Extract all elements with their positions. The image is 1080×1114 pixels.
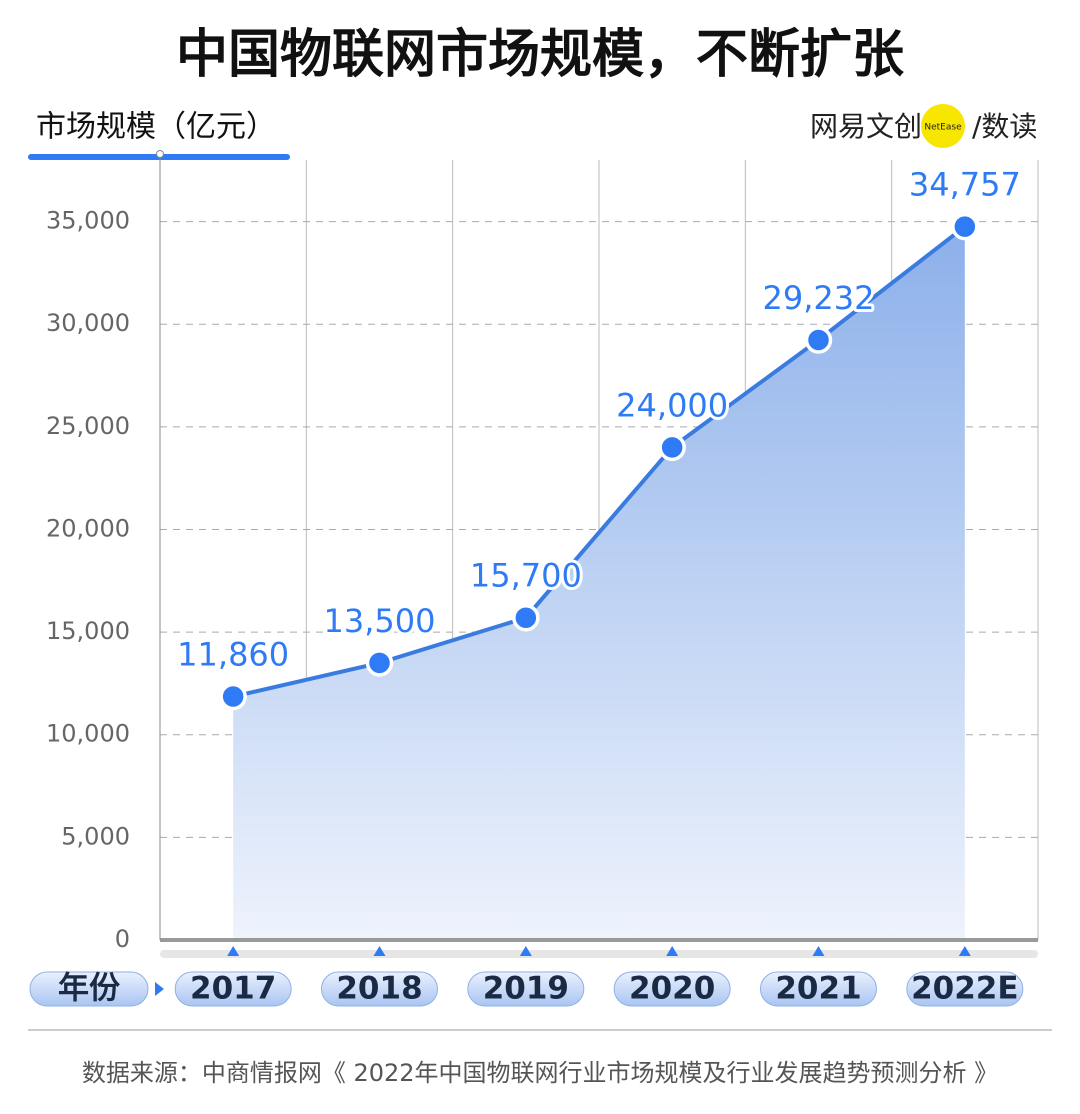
- y-axis-label: 市场规模（亿元）: [36, 110, 276, 145]
- value-label: 13,500: [324, 602, 436, 640]
- x-tick-marker: [958, 946, 971, 956]
- y-tick-label: 30,000: [46, 309, 130, 337]
- logo-column: /数读: [972, 110, 1037, 143]
- x-tick-label: 2020: [629, 971, 715, 1007]
- x-tick-label: 2022E: [911, 971, 1018, 1007]
- x-label-pill: [29, 971, 149, 1007]
- y-tick-label: 20,000: [46, 514, 130, 542]
- logo-brand: 网易文创: [810, 110, 922, 143]
- y-tick-label: 5,000: [61, 822, 130, 850]
- x-tick-label: 2017: [190, 971, 276, 1007]
- y-axis-cap: [156, 150, 164, 158]
- x-axis-label: 年份: [58, 971, 120, 1007]
- point: [219, 682, 247, 711]
- line: [232, 224, 967, 699]
- point: [951, 212, 979, 241]
- x-tick-pill: [760, 971, 877, 1007]
- y-tick-label: 10,000: [46, 720, 130, 748]
- value-label: 11,860: [177, 636, 289, 674]
- value-label: 34,757: [909, 166, 1021, 204]
- x-tick-pill: [467, 971, 585, 1007]
- x-tick-pill: [321, 971, 438, 1007]
- x-tick-marker: [812, 946, 825, 956]
- source: 数据来源：中商情报网《 2022年中国物联网行业市场规模及行业发展趋势预测分析 …: [82, 1059, 998, 1087]
- x-tick-pill: [174, 971, 292, 1007]
- x-tick-marker: [227, 946, 240, 956]
- plot: 0 5,000 10,000 15,000 20,000 25,000 30,000 35,0…: [46, 150, 1039, 1007]
- x-tick-label: 2021: [775, 971, 861, 1007]
- x-tick-pill: [906, 971, 1024, 1007]
- x-axis-track: [160, 950, 1038, 958]
- x-tick-marker: [373, 946, 386, 956]
- value-label: 24,000: [616, 386, 728, 424]
- x-tick-marker: [519, 946, 532, 956]
- y-tick-label: 15,000: [46, 617, 130, 645]
- point: [365, 649, 394, 677]
- x-axis-bar: [160, 938, 1038, 942]
- point: [804, 326, 833, 354]
- arrow: [155, 982, 164, 996]
- value-label: 15,700: [470, 557, 582, 595]
- logo-badge-circle: [921, 104, 965, 148]
- value-label: 29,232: [763, 279, 875, 317]
- point: [512, 603, 540, 632]
- logo-badge: NetEase: [924, 123, 962, 133]
- area: [233, 226, 965, 939]
- y-tick-label: 35,000: [46, 207, 130, 235]
- x-tick-marker: [666, 946, 679, 956]
- y-tick-label: 25,000: [46, 412, 130, 440]
- x-tick-label: 2019: [483, 971, 569, 1007]
- chart-title: 中国物联网市场规模，不断扩张: [176, 25, 904, 85]
- point: [658, 433, 686, 462]
- x-tick-pill: [613, 971, 731, 1007]
- y-tick-label: 0: [115, 925, 130, 953]
- x-tick-label: 2018: [336, 971, 422, 1007]
